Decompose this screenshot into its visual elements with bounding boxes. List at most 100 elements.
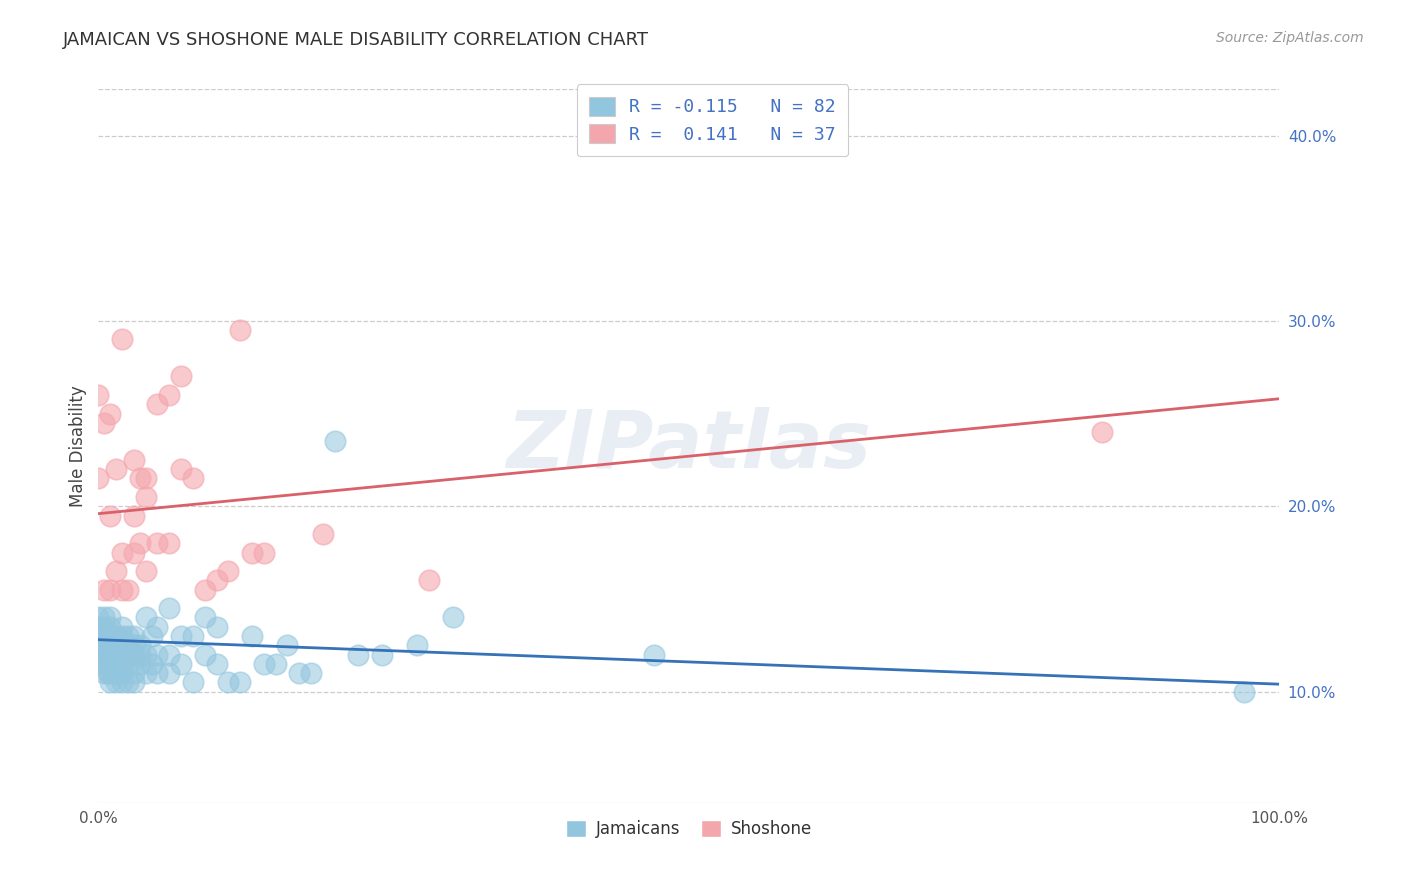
Point — [157, 388, 180, 402]
Point — [97, 648, 120, 662]
Point — [217, 675, 239, 690]
Point — [93, 416, 115, 430]
Point — [117, 657, 139, 671]
Point — [122, 453, 145, 467]
Point — [111, 666, 134, 681]
Point — [98, 648, 121, 662]
Point — [117, 675, 139, 690]
Point — [135, 610, 157, 624]
Point — [117, 629, 139, 643]
Point — [87, 610, 110, 624]
Point — [122, 675, 145, 690]
Point — [93, 638, 115, 652]
Point — [87, 388, 110, 402]
Point — [105, 675, 128, 690]
Point — [97, 666, 120, 681]
Point — [371, 648, 394, 662]
Text: Source: ZipAtlas.com: Source: ZipAtlas.com — [1216, 31, 1364, 45]
Point — [98, 508, 121, 523]
Point — [105, 462, 128, 476]
Point — [98, 620, 121, 634]
Text: JAMAICAN VS SHOSHONE MALE DISABILITY CORRELATION CHART: JAMAICAN VS SHOSHONE MALE DISABILITY COR… — [63, 31, 650, 49]
Point — [98, 629, 121, 643]
Point — [146, 536, 169, 550]
Point — [170, 462, 193, 476]
Point — [111, 648, 134, 662]
Point — [181, 471, 204, 485]
Point — [135, 471, 157, 485]
Point — [170, 369, 193, 384]
Point — [312, 527, 335, 541]
Point — [406, 638, 429, 652]
Point — [111, 629, 134, 643]
Point — [205, 574, 228, 588]
Point — [87, 620, 110, 634]
Point — [111, 333, 134, 347]
Point — [122, 508, 145, 523]
Point — [117, 638, 139, 652]
Point — [146, 397, 169, 411]
Point — [105, 564, 128, 578]
Point — [170, 629, 193, 643]
Point — [93, 582, 115, 597]
Point — [87, 657, 110, 671]
Point — [170, 657, 193, 671]
Point — [128, 648, 150, 662]
Point — [299, 666, 322, 681]
Point — [87, 648, 110, 662]
Point — [135, 564, 157, 578]
Point — [128, 638, 150, 652]
Point — [253, 545, 276, 559]
Point — [240, 545, 263, 559]
Point — [276, 638, 298, 652]
Point — [98, 657, 121, 671]
Point — [418, 574, 440, 588]
Point — [240, 629, 263, 643]
Point — [87, 638, 110, 652]
Point — [97, 629, 120, 643]
Point — [1233, 684, 1256, 698]
Point — [157, 648, 180, 662]
Point — [87, 629, 110, 643]
Point — [105, 638, 128, 652]
Point — [128, 536, 150, 550]
Point — [98, 638, 121, 652]
Point — [441, 610, 464, 624]
Point — [141, 629, 163, 643]
Point — [98, 407, 121, 421]
Point — [122, 666, 145, 681]
Point — [105, 648, 128, 662]
Point — [93, 629, 115, 643]
Point — [264, 657, 287, 671]
Point — [97, 638, 120, 652]
Point — [122, 629, 145, 643]
Point — [111, 582, 134, 597]
Point — [98, 666, 121, 681]
Point — [1091, 425, 1114, 439]
Text: ZIPatlas: ZIPatlas — [506, 407, 872, 485]
Point — [205, 620, 228, 634]
Point — [135, 648, 157, 662]
Point — [122, 545, 145, 559]
Point — [111, 545, 134, 559]
Point — [229, 675, 252, 690]
Point — [323, 434, 346, 449]
Point — [253, 657, 276, 671]
Point — [217, 564, 239, 578]
Point — [157, 601, 180, 615]
Point — [117, 582, 139, 597]
Point — [128, 657, 150, 671]
Legend: Jamaicans, Shoshone: Jamaicans, Shoshone — [560, 813, 818, 845]
Point — [128, 471, 150, 485]
Point — [122, 638, 145, 652]
Point — [205, 657, 228, 671]
Point — [97, 657, 120, 671]
Point — [98, 610, 121, 624]
Point — [111, 675, 134, 690]
Point — [93, 648, 115, 662]
Point — [347, 648, 370, 662]
Point — [141, 657, 163, 671]
Y-axis label: Male Disability: Male Disability — [69, 385, 87, 507]
Point — [157, 536, 180, 550]
Point — [146, 666, 169, 681]
